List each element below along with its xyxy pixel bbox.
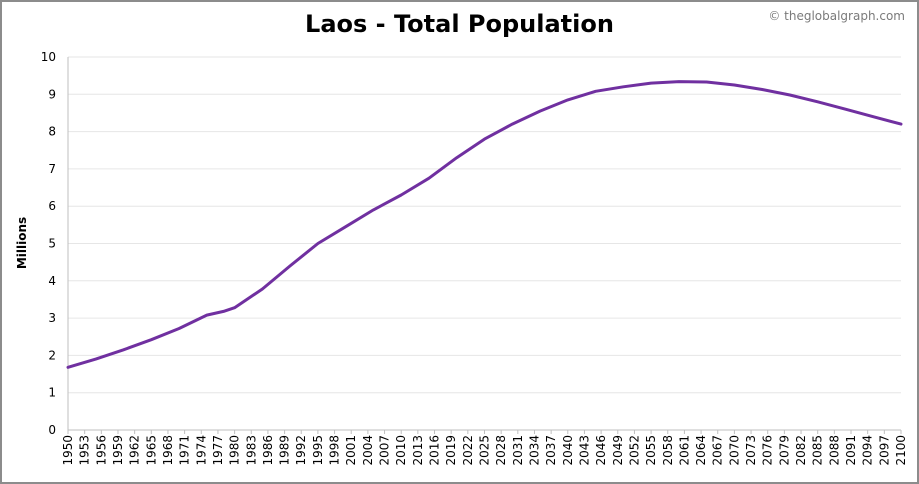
y-tick-label: 9	[48, 87, 56, 101]
x-tick-label: 1995	[311, 435, 325, 466]
x-tick-label: 2091	[844, 435, 858, 466]
y-tick-label: 6	[48, 199, 56, 213]
x-tick-label: 2088	[827, 435, 841, 466]
x-tick-label: 2055	[644, 435, 658, 466]
x-tick-label: 2034	[527, 435, 541, 466]
x-tick-label: 2061	[677, 435, 691, 466]
x-tick-label: 2076	[761, 435, 775, 466]
population-line	[66, 80, 903, 369]
y-tick-label: 2	[48, 348, 56, 362]
x-tick-label: 2064	[694, 435, 708, 466]
x-tick-label: 1983	[244, 435, 258, 466]
x-tick-label: 1950	[61, 435, 75, 466]
x-tick-label: 2001	[344, 435, 358, 466]
x-tick-label: 1986	[261, 435, 275, 466]
x-tick-label: 1968	[161, 435, 175, 466]
x-tick-label: 2010	[394, 435, 408, 466]
x-tick-label: 1959	[111, 435, 125, 466]
x-tick-label: 2040	[561, 435, 575, 466]
y-tick-label: 10	[41, 50, 56, 64]
y-tick-label: 1	[48, 386, 56, 400]
x-tick-label: 2070	[727, 435, 741, 466]
x-tick-label: 2052	[627, 435, 641, 466]
x-tick-label: 1974	[194, 435, 208, 466]
x-tick-label: 2079	[777, 435, 791, 466]
y-tick-label: 3	[48, 311, 56, 325]
x-tick-label: 2028	[494, 435, 508, 466]
x-tick-label: 2085	[811, 435, 825, 466]
x-tick-label: 1965	[144, 435, 158, 466]
x-tick-label: 2004	[361, 435, 375, 466]
x-tick-label: 1956	[94, 435, 108, 466]
x-tick-label: 1992	[294, 435, 308, 466]
x-tick-label: 2094	[861, 435, 875, 466]
credit-text: © theglobalgraph.com	[768, 9, 905, 23]
x-tick-label: 2022	[461, 435, 475, 466]
x-tick-label: 2031	[511, 435, 525, 466]
y-tick-label: 0	[48, 423, 56, 437]
y-tick-label: 8	[48, 125, 56, 139]
x-tick-label: 2049	[611, 435, 625, 466]
x-tick-label: 2007	[378, 435, 392, 466]
x-tick-label: 2097	[877, 435, 891, 466]
x-tick-label: 1977	[211, 435, 225, 466]
x-tick-label: 2025	[478, 435, 492, 466]
x-tick-label: 1980	[228, 435, 242, 466]
x-tick-label: 2037	[544, 435, 558, 466]
x-tick-label: 2058	[661, 435, 675, 466]
x-tick-label: 2046	[594, 435, 608, 466]
x-tick-label: 1962	[128, 435, 142, 466]
y-tick-label: 5	[48, 237, 56, 251]
x-tick-label: 2043	[577, 435, 591, 466]
x-tick-label: 2019	[444, 435, 458, 466]
x-tick-label: 1998	[328, 435, 342, 466]
x-tick-label: 2100	[894, 435, 908, 466]
x-tick-label: 2082	[794, 435, 808, 466]
y-tick-label: 4	[48, 274, 56, 288]
x-tick-label: 2013	[411, 435, 425, 466]
y-tick-label: 7	[48, 162, 56, 176]
x-tick-label: 2073	[744, 435, 758, 466]
x-tick-label: 2016	[428, 435, 442, 466]
x-tick-label: 1989	[278, 435, 292, 466]
chart-title: Laos - Total Population	[305, 10, 614, 38]
x-tick-label: 2067	[711, 435, 725, 466]
x-tick-label: 1971	[178, 435, 192, 466]
x-tick-label: 1953	[78, 435, 92, 466]
